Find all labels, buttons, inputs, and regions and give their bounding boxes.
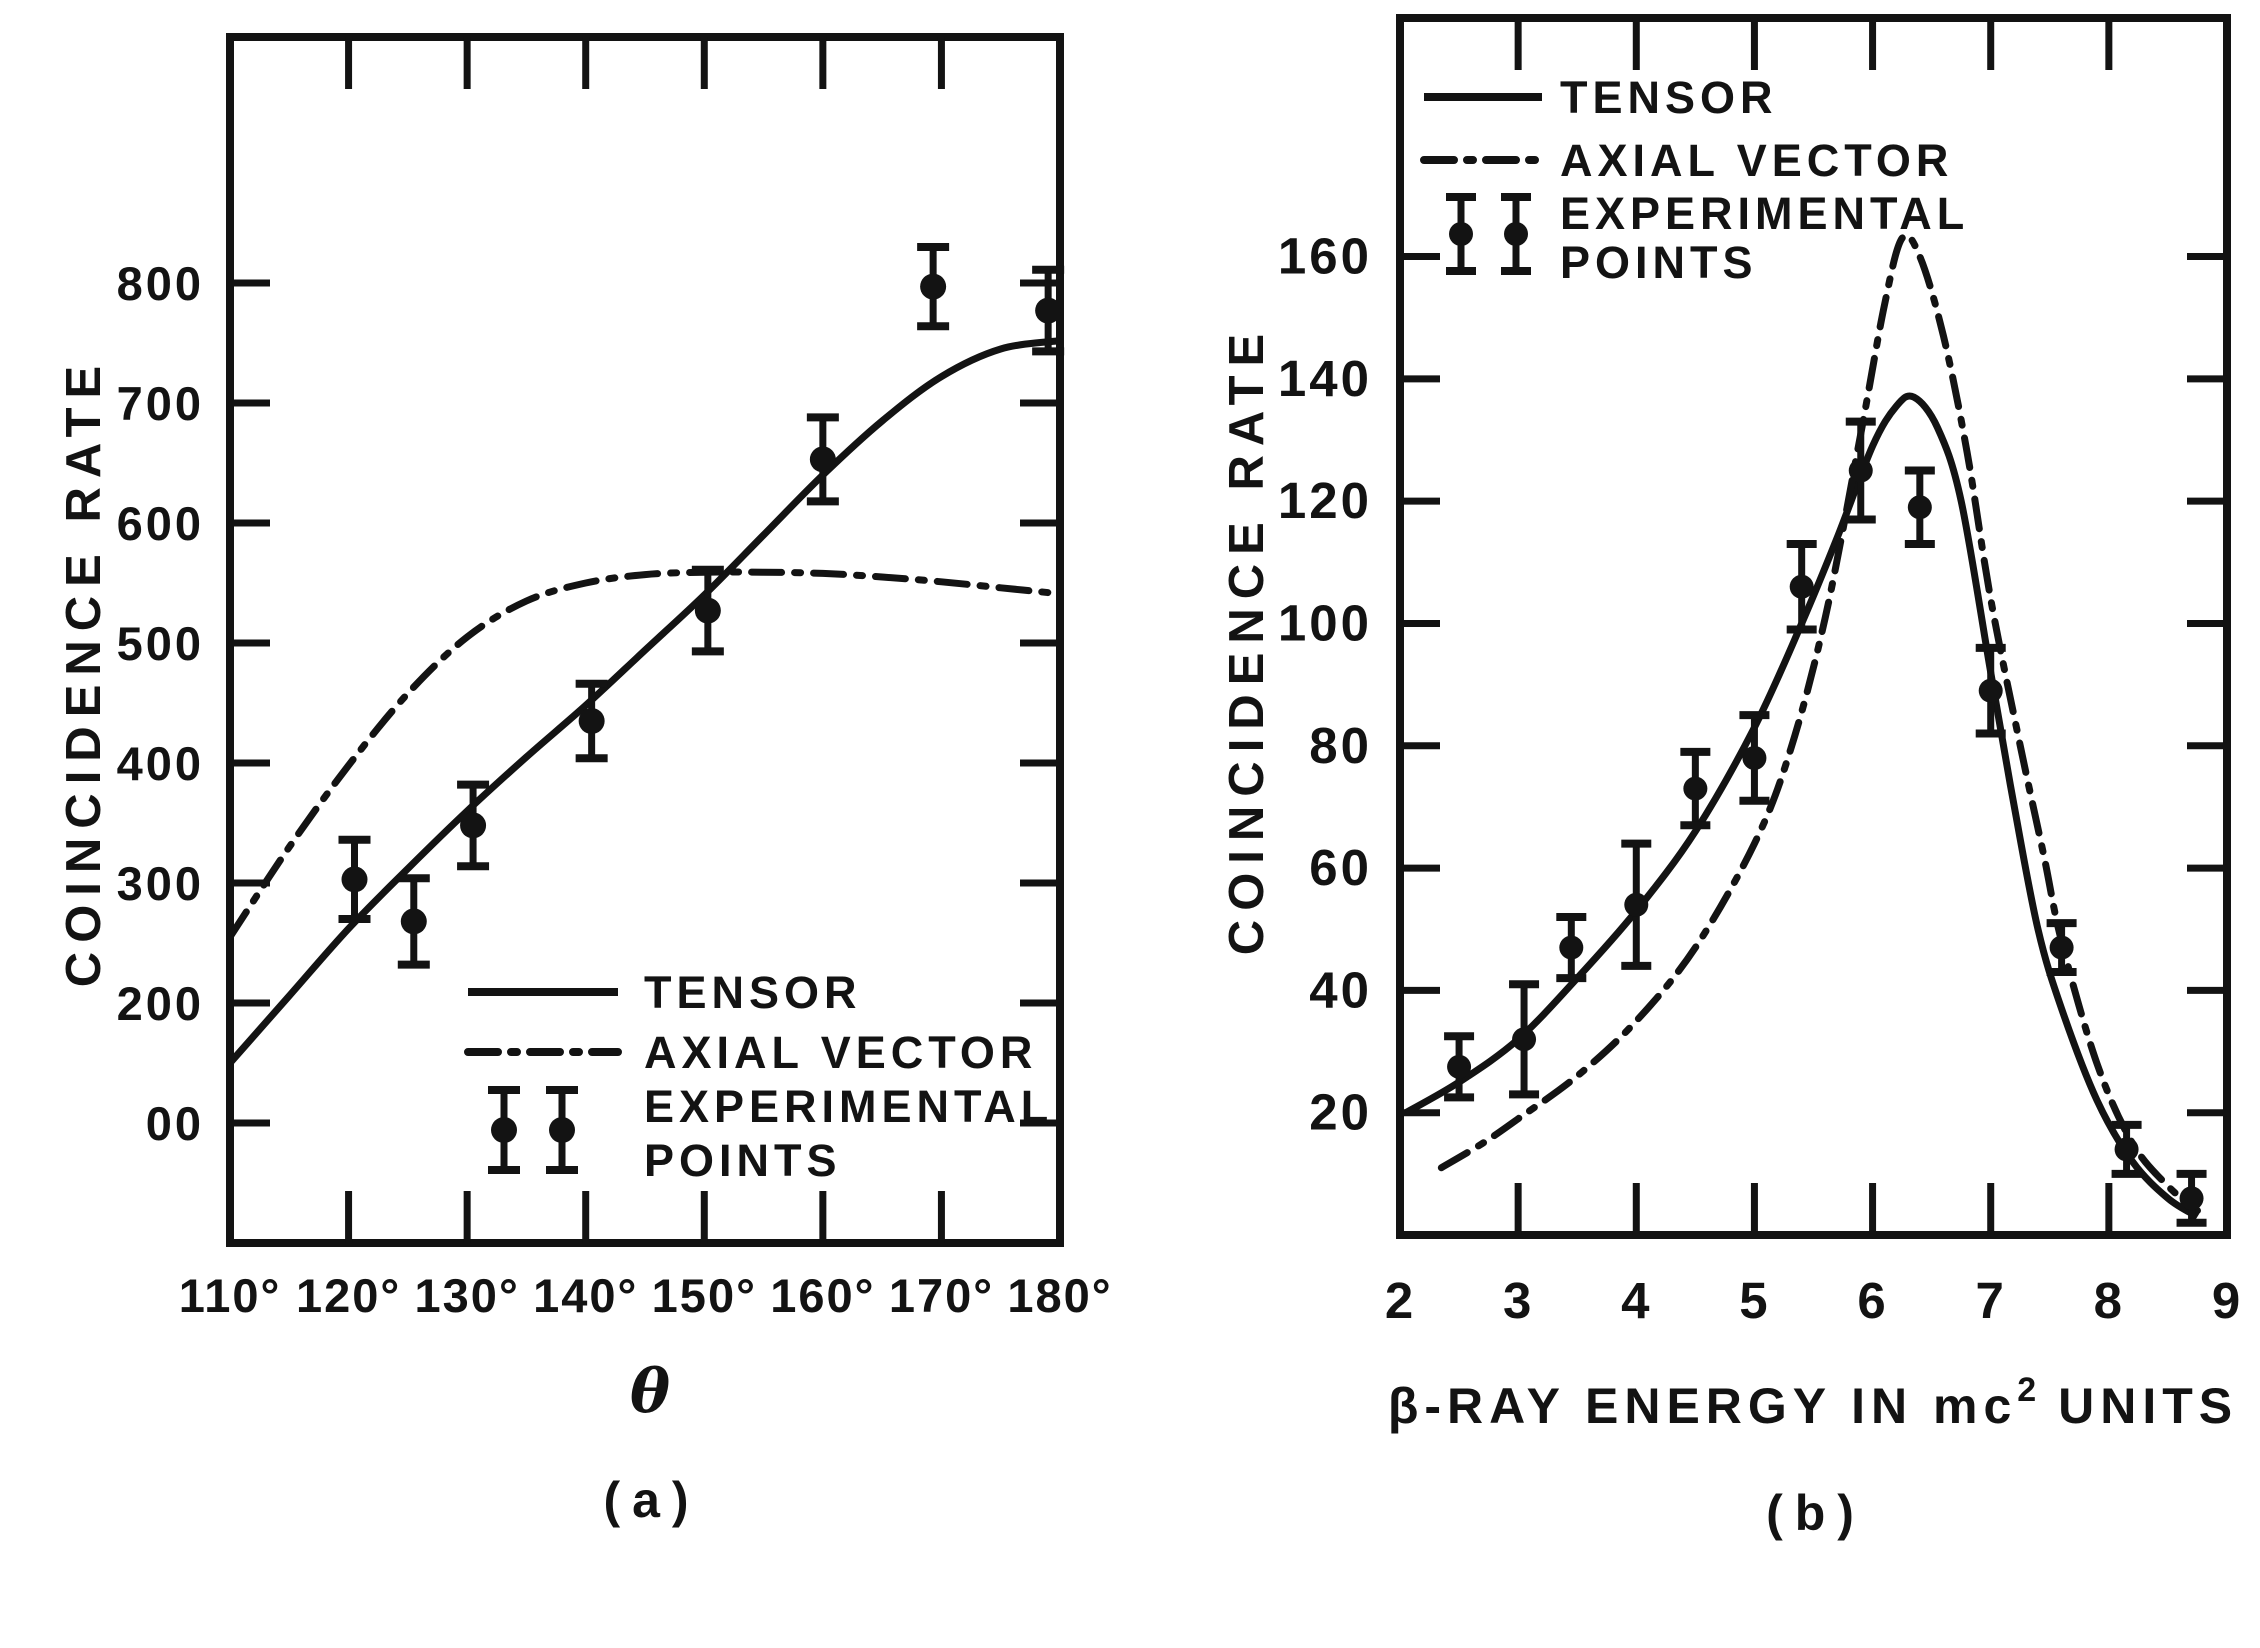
x-tick-label: 6 xyxy=(1857,1272,1887,1329)
experimental-data-point xyxy=(2114,1137,2139,1162)
experimental-data-point xyxy=(1742,745,1767,770)
experimental-data-point xyxy=(400,908,427,935)
y-tick-label: 400 xyxy=(117,737,204,790)
legend-label-axial-vector: AXIAL VECTOR xyxy=(644,1027,1037,1078)
panel-a-label: (a) xyxy=(603,1472,701,1528)
experimental-data-point xyxy=(694,597,721,624)
x-tick-label: 170° xyxy=(889,1269,994,1322)
experimental-data-point xyxy=(1035,297,1062,324)
legend-label-points: POINTS xyxy=(1560,237,1758,288)
x-tick-label: 160° xyxy=(770,1269,875,1322)
legend-data-point xyxy=(1504,222,1528,246)
legend-data-point xyxy=(549,1117,575,1143)
experimental-data-point xyxy=(2049,935,2074,960)
y-tick-label: 20 xyxy=(1309,1084,1372,1141)
x-tick-label: 5 xyxy=(1739,1272,1769,1329)
experimental-data-point xyxy=(1683,776,1708,801)
legend-data-point xyxy=(1449,222,1473,246)
experimental-data-point xyxy=(1512,1027,1537,1052)
x-axis-title-text: UNITS xyxy=(2038,1378,2239,1434)
x-tick-label: 180° xyxy=(1007,1269,1112,1322)
legend-label-axial-vector: AXIAL VECTOR xyxy=(1560,135,1953,186)
y-tick-label: 500 xyxy=(117,617,204,670)
panel-b-label: (b) xyxy=(1766,1485,1866,1541)
panel-a-y-axis-title: COINCIDENCE RATE xyxy=(57,356,111,988)
legend-label-experimental: EXPERIMENTAL xyxy=(1560,188,1969,239)
y-tick-label: 100 xyxy=(1278,594,1372,651)
y-tick-label: 200 xyxy=(117,977,204,1030)
experimental-data-point xyxy=(920,273,947,300)
y-tick-label: 300 xyxy=(117,857,204,910)
x-tick-label: 9 xyxy=(2212,1272,2242,1329)
legend-label-tensor: TENSOR xyxy=(1560,72,1778,123)
y-tick-label: 80 xyxy=(1309,717,1372,774)
experimental-data-point xyxy=(809,446,836,473)
x-axis-title-superscript: 2 xyxy=(2017,1371,2039,1409)
experimental-data-point xyxy=(460,812,487,839)
experimental-data-point xyxy=(1559,935,1584,960)
y-tick-label: 120 xyxy=(1278,472,1372,529)
experimental-data-point xyxy=(1789,574,1814,599)
panel-a-x-axis-title: θ xyxy=(629,1357,671,1427)
y-tick-label: 140 xyxy=(1278,350,1372,407)
legend-label-tensor: TENSOR xyxy=(644,967,862,1018)
experimental-data-point xyxy=(341,866,368,893)
panel-a-plot: 110° 120° 130° 140° 150° 160° 170° 180° 00 200 300… xyxy=(117,33,1112,1322)
x-tick-label: 2 xyxy=(1385,1272,1415,1329)
experimental-data-point xyxy=(1907,495,1932,520)
legend-data-point xyxy=(491,1117,517,1143)
y-tick-label: 00 xyxy=(146,1097,204,1150)
x-tick-label: 110° xyxy=(179,1269,282,1322)
panel-b-x-axis-title: β-RAY ENERGY IN mc2 UNITS xyxy=(1388,1371,2238,1435)
x-tick-label: 140° xyxy=(533,1269,638,1322)
experimental-data-point xyxy=(2179,1186,2204,1211)
x-tick-label: 3 xyxy=(1503,1272,1533,1329)
tensor-curve xyxy=(227,337,1061,1066)
x-tick-label: 7 xyxy=(1976,1272,2006,1329)
x-axis-title-text: β-RAY ENERGY IN mc xyxy=(1387,1378,2018,1434)
legend-label-experimental: EXPERIMENTAL xyxy=(644,1081,1053,1132)
panel-b-y-axis-title: COINCIDENCE RATE xyxy=(1220,324,1274,956)
x-tick-label: 4 xyxy=(1621,1272,1651,1329)
experimental-data-point xyxy=(1848,458,1873,483)
x-tick-label: 120° xyxy=(296,1269,401,1322)
experimental-data-point xyxy=(1447,1054,1472,1079)
x-tick-label: 8 xyxy=(2094,1272,2124,1329)
y-tick-label: 40 xyxy=(1309,961,1372,1018)
legend-label-points: POINTS xyxy=(644,1135,842,1186)
experimental-data-point xyxy=(1624,892,1649,917)
y-tick-label: 700 xyxy=(117,377,204,430)
axial-vector-curve xyxy=(226,568,1064,941)
y-tick-label: 60 xyxy=(1309,839,1372,896)
experimental-data-point xyxy=(578,708,605,734)
y-tick-label: 160 xyxy=(1278,228,1372,285)
y-tick-label: 800 xyxy=(117,257,204,310)
x-tick-label: 150° xyxy=(652,1269,757,1322)
y-tick-label: 600 xyxy=(117,497,204,550)
experimental-data-point xyxy=(1978,678,2003,703)
panel-b-plot: 2 3 4 5 6 7 8 9 20 40 60 80 100 120 140 160 TENSOR AXIAL … xyxy=(1278,14,2242,1329)
x-tick-label: 130° xyxy=(415,1269,520,1322)
tensor-curve xyxy=(1404,392,2200,1220)
